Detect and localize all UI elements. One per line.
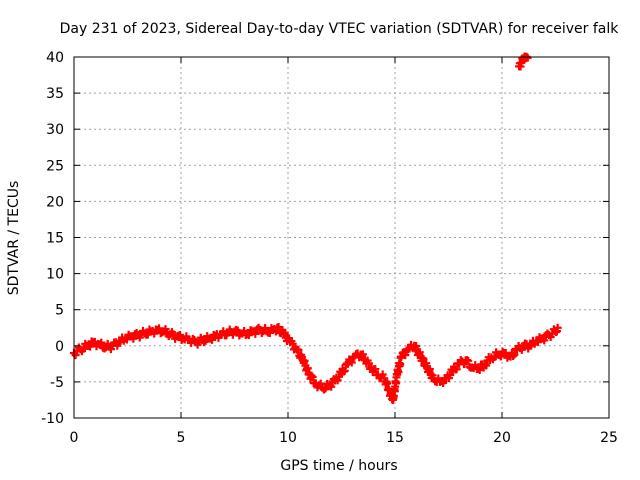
data-point-interp [364,359,373,368]
y-tick-labels: -10 -5 0 5 10 15 20 25 30 35 40 [41,50,64,427]
y-tick-label: 15 [46,231,64,247]
data-point-interp [347,358,356,367]
data-point-interp [552,327,561,336]
data-point-interp [71,351,80,360]
y-tick-label: 10 [46,267,64,283]
data-point-interp [196,333,205,342]
data-point-interp [446,370,455,379]
data-point-interp [460,360,469,369]
data-point-interp [452,365,461,374]
y-tick-label: -5 [50,375,64,391]
x-tick-label: 15 [386,430,404,446]
y-tick-label: 5 [55,303,64,319]
chart-title: Day 231 of 2023, Sidereal Day-to-day VTE… [60,21,620,37]
data-point-interp [97,338,106,347]
data-point-interp [540,336,549,345]
data-point-interp [439,379,448,388]
data-point-interp [496,352,505,361]
data-point-interp [113,341,122,350]
data-point-interp [244,331,253,340]
y-axis-label: SDTVAR / TECUs [6,181,22,296]
data-point-interp [524,344,533,353]
data-point-interp [265,328,274,337]
data-point-interp [378,370,387,379]
data-point-interp [164,332,173,341]
data-point-interp [193,340,202,349]
y-tick-label: 20 [46,194,64,210]
x-tick-labels: 0 5 10 15 20 25 [70,430,618,446]
data-point-interp [208,335,217,344]
y-tick-label: -10 [41,411,64,427]
y-tick-label: 40 [46,50,64,66]
grid-lines [74,57,609,418]
data-points [70,52,562,404]
x-axis-label: GPS time / hours [280,458,397,474]
x-tick-label: 5 [177,430,186,446]
data-point-interp [510,350,519,359]
data-point-interp [321,384,330,393]
x-tick-label: 20 [493,430,511,446]
data-point-interp [548,329,557,338]
axis-ticks [73,56,610,419]
data-point-interp [482,361,491,370]
data-point-interp [129,334,138,343]
data-point-interp [334,372,343,381]
data-point-interp [79,344,88,353]
y-tick-label: 35 [46,86,64,102]
x-tick-label: 10 [279,430,297,446]
data-point-interp [464,356,473,365]
data-point-interp [415,348,424,357]
data-point-interp [517,345,526,354]
data-point-interp [288,339,297,348]
data-point-interp [428,371,437,380]
data-point-interp [422,359,431,368]
data-point-interp [396,352,405,361]
data-point-interp [219,327,228,336]
data-point-interp [106,345,115,354]
data-point-interp [271,327,280,336]
y-tick-label: 25 [46,158,64,174]
x-tick-label: 0 [70,430,79,446]
y-tick-label: 30 [46,122,64,138]
data-point-interp [371,365,380,374]
x-tick-label: 25 [600,430,618,446]
y-tick-label: 0 [55,339,64,355]
data-point-interp [132,328,141,337]
data-point-interp [325,381,334,390]
data-point-interp [161,325,170,334]
data-point-interp [175,331,184,340]
data-point-interp [516,62,525,71]
data-point-interp [509,352,518,361]
data-point-interp [327,382,336,391]
